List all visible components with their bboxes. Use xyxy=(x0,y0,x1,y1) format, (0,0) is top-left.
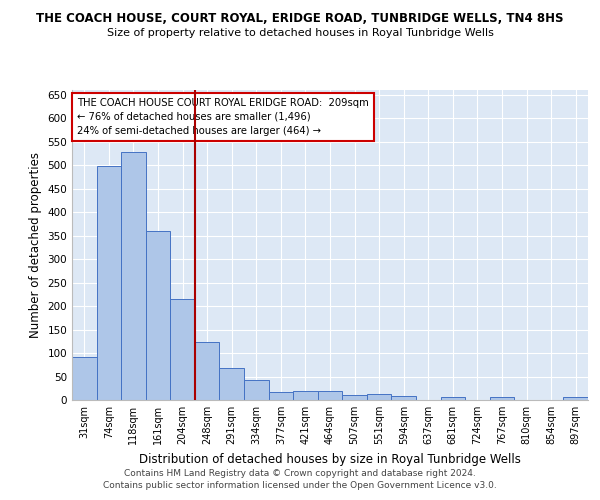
Bar xyxy=(195,342,220,400)
X-axis label: Distribution of detached houses by size in Royal Tunbridge Wells: Distribution of detached houses by size … xyxy=(139,452,521,466)
Bar xyxy=(121,152,146,400)
Bar xyxy=(563,397,588,400)
Bar xyxy=(440,397,465,400)
Text: Contains public sector information licensed under the Open Government Licence v3: Contains public sector information licen… xyxy=(103,481,497,490)
Text: THE COACH HOUSE COURT ROYAL ERIDGE ROAD:  209sqm
← 76% of detached houses are sm: THE COACH HOUSE COURT ROYAL ERIDGE ROAD:… xyxy=(77,98,369,136)
Y-axis label: Number of detached properties: Number of detached properties xyxy=(29,152,42,338)
Bar xyxy=(490,397,514,400)
Bar xyxy=(293,390,318,400)
Text: THE COACH HOUSE, COURT ROYAL, ERIDGE ROAD, TUNBRIDGE WELLS, TN4 8HS: THE COACH HOUSE, COURT ROYAL, ERIDGE ROA… xyxy=(36,12,564,26)
Text: Size of property relative to detached houses in Royal Tunbridge Wells: Size of property relative to detached ho… xyxy=(107,28,493,38)
Bar xyxy=(244,380,269,400)
Bar xyxy=(220,368,244,400)
Text: Contains HM Land Registry data © Crown copyright and database right 2024.: Contains HM Land Registry data © Crown c… xyxy=(124,468,476,477)
Bar xyxy=(391,396,416,400)
Bar xyxy=(170,300,195,400)
Bar xyxy=(146,231,170,400)
Bar xyxy=(72,357,97,400)
Bar xyxy=(367,394,391,400)
Bar xyxy=(269,392,293,400)
Bar xyxy=(97,166,121,400)
Bar xyxy=(342,395,367,400)
Bar xyxy=(318,390,342,400)
